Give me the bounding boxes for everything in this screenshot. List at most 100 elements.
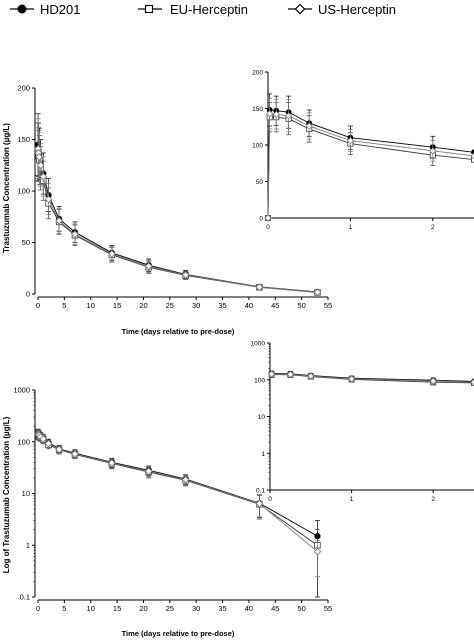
x-tick-label: 30 <box>192 604 200 613</box>
x-tick-label: 40 <box>245 301 253 310</box>
data-point-us-herceptin <box>44 195 53 204</box>
y-tick-label: 150 <box>252 106 263 113</box>
data-point-us-herceptin <box>313 547 322 556</box>
x-tick-label: 10 <box>87 301 95 310</box>
y-tick-label: 50 <box>256 179 264 186</box>
data-point-us-herceptin <box>313 288 322 297</box>
x-tick-label: 5 <box>62 604 66 613</box>
data-point-us-herceptin <box>429 377 437 385</box>
data-point-us-herceptin <box>346 137 354 145</box>
x-tick-label: 55 <box>324 604 332 613</box>
x-tick-label: 50 <box>297 604 305 613</box>
y-tick-label: 100 <box>17 437 30 446</box>
top-main-chart: 0 50 100 150 200 0 5 10 15 20 25 30 35 40 45 50 55 <box>17 84 332 311</box>
top-x-axis-label: Time (days relative to pre-dose) <box>122 327 235 336</box>
filled-circle-marker-icon <box>17 4 27 14</box>
y-tick-label: 0.1 <box>256 488 265 495</box>
legend-item-hd201: HD201 <box>10 2 80 17</box>
x-tick-label: 0 <box>266 224 270 231</box>
x-tick-label: 5 <box>62 301 66 310</box>
legend-label-eu-herceptin: EU-Herceptin <box>170 2 248 17</box>
bottom-x-axis-label: Time (days relative to pre-dose) <box>122 629 235 638</box>
data-point-us-herceptin <box>35 153 44 161</box>
y-tick-label: 0.1 <box>20 593 30 602</box>
data-point-us-herceptin <box>268 370 276 378</box>
x-tick-label: 0 <box>36 301 40 310</box>
x-tick-label: 0 <box>36 604 40 613</box>
legend-item-us-herceptin: US-Herceptin <box>288 2 396 17</box>
data-point-us-herceptin <box>272 110 280 118</box>
data-point-us-herceptin <box>264 214 272 222</box>
data-point-us-herceptin <box>286 370 294 378</box>
data-point-us-herceptin <box>181 475 190 484</box>
y-tick-label: 200 <box>17 84 30 93</box>
y-tick-label: 100 <box>252 143 263 150</box>
data-point-us-herceptin <box>266 110 274 118</box>
y-tick-label: 1000 <box>13 386 30 395</box>
data-point-us-herceptin <box>44 439 53 448</box>
data-point-us-herceptin <box>429 147 437 155</box>
data-point-us-herceptin <box>39 172 48 181</box>
y-tick-label: 1 <box>26 541 30 550</box>
y-tick-label: 150 <box>17 135 30 144</box>
data-point-us-herceptin <box>55 217 63 225</box>
y-tick-label: 200 <box>252 70 263 77</box>
legend: HD201 EU-Herceptin US-Herceptin <box>10 2 396 17</box>
series-line-hd201 <box>271 373 474 382</box>
legend-item-eu-herceptin: EU-Herceptin <box>138 2 248 17</box>
data-point-us-herceptin <box>305 122 313 130</box>
x-tick-label: 20 <box>139 604 147 613</box>
data-point-us-herceptin <box>144 262 153 270</box>
x-tick-label: 2 <box>431 496 435 503</box>
x-tick-label: 25 <box>166 604 174 613</box>
y-tick-label: 100 <box>254 377 265 384</box>
open-diamond-marker-icon <box>294 3 306 15</box>
data-point-us-herceptin <box>181 271 190 279</box>
legend-label-hd201: HD201 <box>40 2 80 17</box>
data-point-us-herceptin <box>108 459 116 467</box>
top-y-axis-label: Trastuzumab Concentration (µg/L) <box>2 123 11 253</box>
x-tick-label: 35 <box>218 301 226 310</box>
open-square-marker-icon <box>144 4 154 14</box>
data-point-us-herceptin <box>255 283 264 291</box>
y-tick-label: 0 <box>259 216 263 223</box>
x-tick-label: 40 <box>245 604 253 613</box>
x-tick-label: 55 <box>324 301 332 310</box>
inset-background <box>270 339 474 502</box>
y-tick-label: 0 <box>26 290 30 299</box>
data-point-us-herceptin <box>108 250 116 258</box>
bottom-inset-chart: 0.1 1 10 100 1000 0 1 2 <box>251 339 474 503</box>
data-point-us-herceptin <box>71 230 79 239</box>
data-point-us-herceptin <box>470 378 474 386</box>
x-tick-label: 2 <box>431 224 435 231</box>
y-tick-label: 10 <box>258 414 266 421</box>
bottom-y-axis-label: Log of Trastuzumab Concentration (µg/L) <box>2 416 11 573</box>
inset-background <box>268 68 474 230</box>
data-point-us-herceptin <box>71 450 79 458</box>
data-point-us-herceptin <box>39 435 48 443</box>
data-point-us-herceptin <box>470 152 474 160</box>
data-point-us-herceptin <box>255 499 264 508</box>
x-tick-label: 1 <box>349 224 353 231</box>
data-point-us-herceptin <box>285 112 293 120</box>
y-tick-label: 10 <box>22 489 30 498</box>
top-inset-chart: 0 50 100 150 200 0 1 2 <box>252 68 474 231</box>
x-tick-label: 35 <box>218 604 226 613</box>
data-point-us-herceptin <box>144 467 153 475</box>
x-tick-label: 10 <box>87 604 95 613</box>
y-tick-label: 100 <box>17 187 30 196</box>
data-point-us-herceptin <box>348 375 356 383</box>
x-tick-label: 45 <box>271 604 279 613</box>
x-tick-label: 50 <box>297 301 305 310</box>
x-tick-label: 20 <box>139 301 147 310</box>
x-tick-label: 0 <box>268 496 272 503</box>
y-tick-label: 50 <box>22 238 30 247</box>
x-tick-label: 30 <box>192 301 200 310</box>
x-tick-label: 45 <box>271 301 279 310</box>
y-tick-label: 1 <box>261 451 265 458</box>
legend-label-us-herceptin: US-Herceptin <box>318 2 396 17</box>
x-tick-label: 1 <box>350 496 354 503</box>
data-point-us-herceptin <box>55 445 63 454</box>
